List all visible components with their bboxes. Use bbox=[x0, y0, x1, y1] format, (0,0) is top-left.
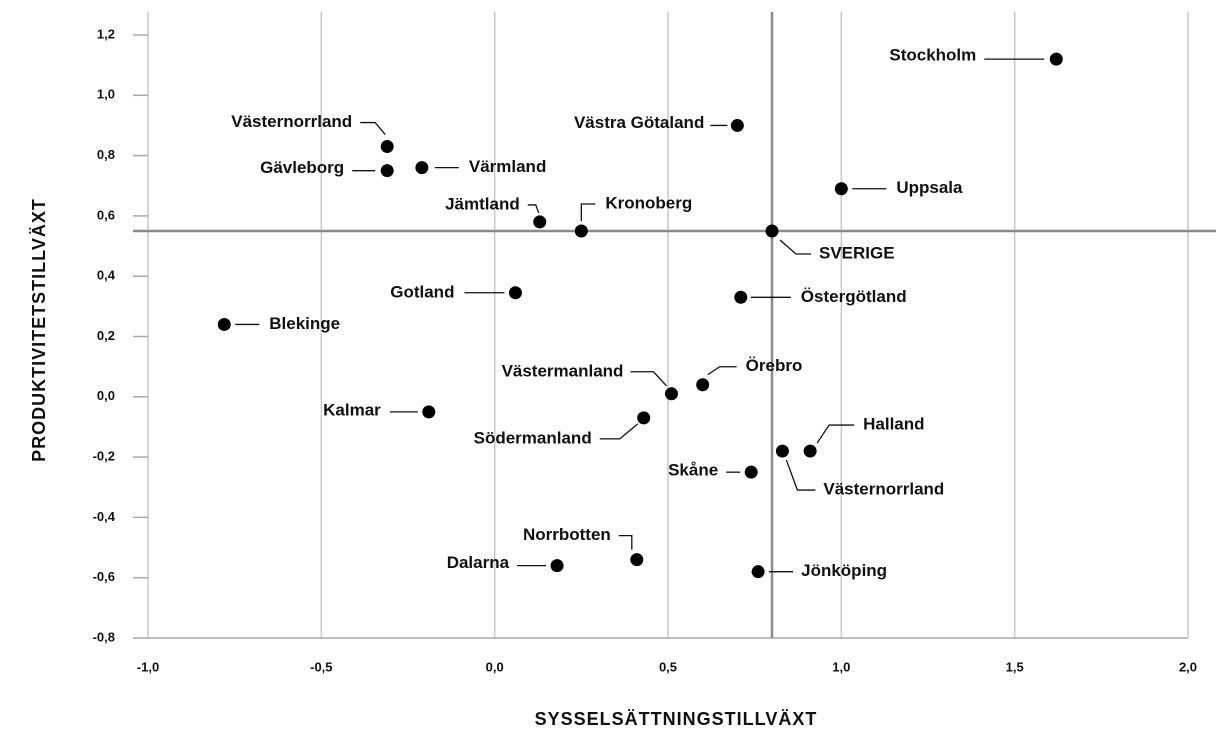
point-label: Uppsala bbox=[896, 178, 963, 197]
point bbox=[730, 118, 744, 132]
point-label: Kronoberg bbox=[605, 193, 692, 212]
point-label: Jönköping bbox=[801, 561, 887, 580]
point bbox=[1049, 52, 1063, 66]
point bbox=[803, 444, 817, 458]
point-label: Halland bbox=[863, 415, 924, 434]
point-label: Västra Götaland bbox=[574, 113, 704, 132]
y-tick-label: 1,0 bbox=[97, 87, 115, 102]
point bbox=[834, 182, 848, 196]
point bbox=[765, 224, 779, 238]
point bbox=[533, 215, 547, 229]
y-tick-label: 0,2 bbox=[97, 328, 115, 343]
x-tick-label: -1,0 bbox=[137, 659, 159, 674]
point-label: SVERIGE bbox=[819, 243, 895, 262]
point-label: Örebro bbox=[746, 356, 803, 375]
leader-line bbox=[779, 239, 811, 255]
x-tick-label: 0,5 bbox=[659, 659, 677, 674]
point bbox=[744, 465, 758, 479]
point bbox=[422, 405, 436, 419]
point-label: Kalmar bbox=[323, 400, 381, 419]
point-label: Skåne bbox=[668, 461, 718, 480]
leader-line bbox=[785, 459, 816, 491]
point bbox=[380, 140, 394, 154]
y-tick-label: 0,0 bbox=[97, 388, 115, 403]
y-tick-label: 0,6 bbox=[97, 207, 115, 222]
point bbox=[696, 378, 710, 392]
leader-line bbox=[527, 204, 540, 214]
point-label: Gävleborg bbox=[260, 158, 344, 177]
point-label: Norrbotten bbox=[523, 525, 611, 544]
leader-line bbox=[630, 371, 667, 387]
point bbox=[415, 161, 429, 175]
point-label: Västernorrland bbox=[823, 480, 944, 499]
point-label: Dalarna bbox=[447, 553, 510, 572]
point bbox=[734, 290, 748, 304]
leader-line bbox=[618, 534, 633, 550]
point bbox=[637, 411, 651, 425]
point bbox=[664, 387, 678, 401]
y-axis-title: PRODUKTIVITETSTILLVÄXT bbox=[29, 198, 49, 462]
point-label: Värmland bbox=[469, 157, 546, 176]
point bbox=[630, 553, 644, 567]
point-label: Gotland bbox=[390, 282, 454, 301]
y-tick-label: -0,8 bbox=[93, 629, 115, 644]
leader-line bbox=[599, 423, 639, 440]
leader-line bbox=[816, 424, 855, 444]
leader-line bbox=[360, 121, 386, 135]
y-tick-label: 0,4 bbox=[97, 268, 116, 283]
leader-line bbox=[707, 366, 737, 376]
point-label: Västernorrland bbox=[231, 112, 352, 131]
y-tick-label: 1,2 bbox=[97, 26, 115, 41]
y-tick-label: 0,8 bbox=[97, 147, 115, 162]
x-tick-label: 1,0 bbox=[832, 659, 850, 674]
point-label: Östergötland bbox=[801, 287, 907, 306]
y-tick-label: -0,2 bbox=[93, 449, 115, 464]
point bbox=[380, 164, 394, 178]
x-tick-label: 2,0 bbox=[1179, 659, 1197, 674]
point-label: Jämtland bbox=[445, 194, 520, 213]
point bbox=[775, 444, 789, 458]
y-tick-label: -0,6 bbox=[93, 569, 115, 584]
y-tick-label: -0,4 bbox=[93, 509, 116, 524]
point-label: Stockholm bbox=[889, 46, 976, 65]
point-label: Blekinge bbox=[269, 314, 340, 333]
point bbox=[550, 559, 564, 573]
x-tick-label: 0,0 bbox=[486, 659, 504, 674]
point bbox=[574, 224, 588, 238]
x-tick-label: 1,5 bbox=[1006, 659, 1024, 674]
point-label: Södermanland bbox=[474, 428, 592, 447]
leader-line bbox=[580, 203, 596, 221]
x-tick-label: -0,5 bbox=[310, 659, 332, 674]
point bbox=[751, 565, 765, 579]
point-label: Västermanland bbox=[502, 361, 624, 380]
point bbox=[508, 286, 522, 300]
x-axis-title: SYSSELSÄTTNINGSTILLVÄXT bbox=[535, 709, 818, 729]
point bbox=[217, 317, 231, 331]
